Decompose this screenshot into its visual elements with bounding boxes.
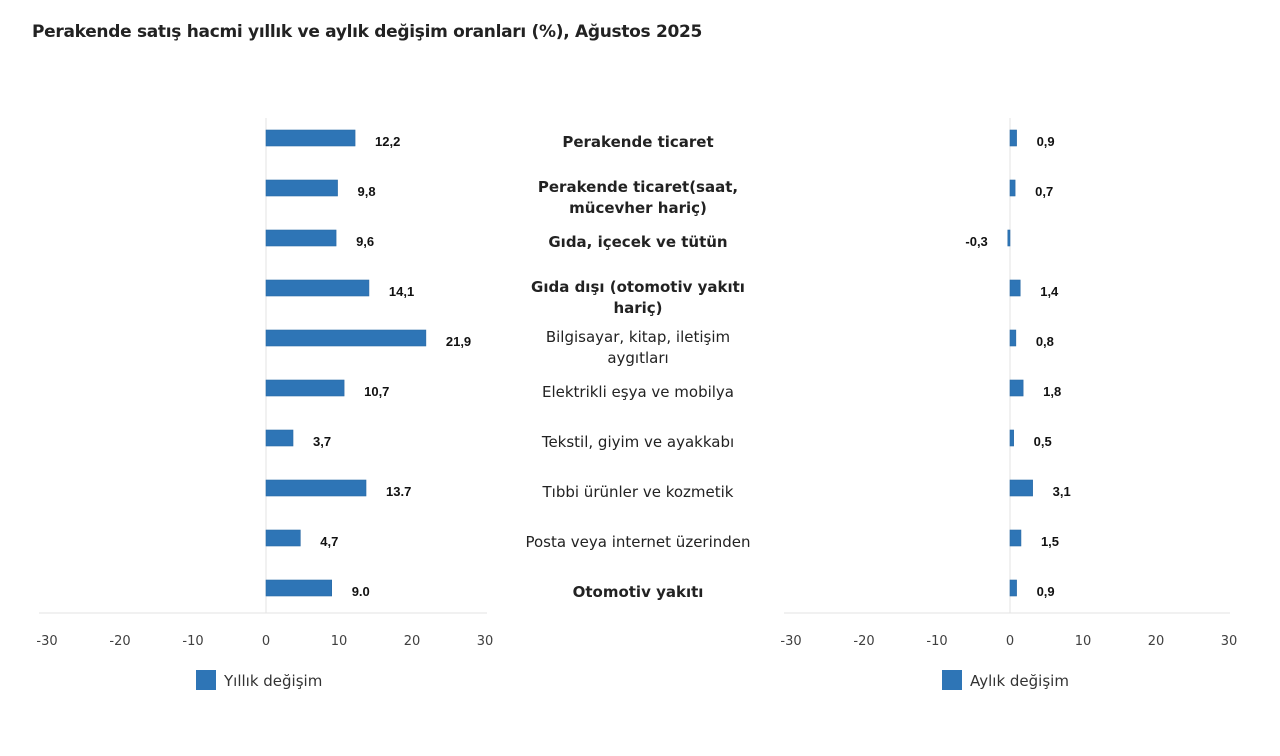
x-tick-label: 0: [1006, 634, 1014, 649]
category-label-line: Gıda dışı (otomotiv yakıtı: [531, 278, 745, 296]
category-label: Gıda, içecek ve tütün: [548, 233, 727, 251]
monthly-bar: [1009, 479, 1033, 497]
monthly-bar: [1009, 129, 1017, 147]
monthly-value-label: 1,8: [1043, 384, 1061, 399]
annual-change-panel: -30 -20 -10 0 10 20 30 12,2 9,8 9,6 14,1 21,9 10,7 3,…: [36, 118, 493, 690]
annual-bar: [265, 579, 332, 597]
annual-bar: [265, 129, 356, 147]
category-label: Tekstil, giyim ve ayakkabı: [541, 433, 734, 451]
category-label-line: Bilgisayar, kitap, iletişim: [546, 328, 730, 346]
legend-swatch: [196, 670, 216, 690]
x-tick-label: -10: [182, 634, 203, 649]
category-label-line: Tıbbi ürünler ve kozmetik: [542, 483, 734, 501]
category-label-line: mücevher hariç): [569, 199, 707, 217]
chart-title: Perakende satış hacmi yıllık ve aylık de…: [32, 22, 703, 42]
annual-value-label: 14,1: [389, 284, 414, 299]
x-tick-label: 30: [1221, 634, 1238, 649]
x-tick-label: -30: [780, 634, 801, 649]
monthly-bar: [1009, 529, 1022, 547]
annual-bar: [265, 229, 337, 247]
x-tick-label: -20: [109, 634, 130, 649]
category-label-line: Tekstil, giyim ve ayakkabı: [541, 433, 734, 451]
x-tick-label: 10: [1075, 634, 1092, 649]
annual-bar: [265, 329, 427, 347]
annual-value-label: 13.7: [386, 484, 411, 499]
category-label-line: Perakende ticaret(saat,: [538, 178, 738, 196]
category-label-line: Elektrikli eşya ve mobilya: [542, 383, 734, 401]
x-tick-label: 10: [331, 634, 348, 649]
annual-bar: [265, 479, 367, 497]
category-label: Perakende ticaret(saat, mücevher hariç): [538, 178, 738, 217]
category-label-line: Gıda, içecek ve tütün: [548, 233, 727, 251]
x-tick-label: 30: [477, 634, 494, 649]
monthly-value-label: 0,8: [1036, 334, 1054, 349]
category-label-line: Otomotiv yakıtı: [573, 583, 704, 601]
category-label: Elektrikli eşya ve mobilya: [542, 383, 734, 401]
monthly-value-label: 1,5: [1041, 534, 1059, 549]
annual-bar: [265, 529, 301, 547]
category-label: Otomotiv yakıtı: [573, 583, 704, 601]
annual-bar: [265, 179, 338, 197]
annual-value-label: 21,9: [446, 334, 471, 349]
x-tick-label: 20: [1148, 634, 1165, 649]
annual-value-label: 9,6: [356, 234, 374, 249]
annual-value-label: 9,8: [358, 184, 376, 199]
category-label-line: Posta veya internet üzerinden: [525, 533, 750, 551]
legend-label: Yıllık değişim: [223, 672, 322, 690]
annual-bar: [265, 279, 370, 297]
x-tick-label: 0: [262, 634, 270, 649]
monthly-value-label: -0,3: [965, 234, 987, 249]
monthly-bar: [1009, 429, 1014, 447]
monthly-bar: [1007, 229, 1011, 247]
monthly-bar: [1009, 179, 1016, 197]
monthly-value-label: 3,1: [1053, 484, 1071, 499]
x-tick-label: -20: [853, 634, 874, 649]
annual-bar: [265, 379, 345, 397]
legend-swatch: [942, 670, 962, 690]
category-label-line: Perakende ticaret: [562, 133, 713, 151]
monthly-value-label: 0,9: [1037, 134, 1055, 149]
monthly-bar: [1009, 279, 1021, 297]
category-label-line: hariç): [613, 299, 662, 317]
monthly-value-label: 0,5: [1034, 434, 1052, 449]
annual-value-label: 12,2: [375, 134, 400, 149]
category-label: Posta veya internet üzerinden: [525, 533, 750, 551]
monthly-value-label: 0,7: [1035, 184, 1053, 199]
x-tick-label: 20: [404, 634, 421, 649]
category-label: Bilgisayar, kitap, iletişim aygıtları: [546, 328, 730, 367]
annual-value-label: 9.0: [352, 584, 370, 599]
monthly-bar: [1009, 379, 1024, 397]
monthly-bar: [1009, 579, 1017, 597]
monthly-value-label: 1,4: [1040, 284, 1059, 299]
annual-value-label: 4,7: [320, 534, 338, 549]
x-tick-label: -10: [926, 634, 947, 649]
category-label: Perakende ticaret: [562, 133, 713, 151]
category-labels: Perakende ticaret Perakende ticaret(saat,…: [525, 133, 750, 601]
legend-label: Aylık değişim: [970, 672, 1069, 690]
monthly-value-label: 0,9: [1037, 584, 1055, 599]
annual-value-label: 10,7: [364, 384, 389, 399]
x-tick-label: -30: [36, 634, 57, 649]
annual-value-label: 3,7: [313, 434, 331, 449]
monthly-bar: [1009, 329, 1017, 347]
category-label: Gıda dışı (otomotiv yakıtı hariç): [531, 278, 745, 317]
monthly-change-panel: -30 -20 -10 0 10 20 30 0,9 0,7 -0,3 1,4 0,8 1,8 0,5 3,…: [780, 118, 1237, 690]
category-label: Tıbbi ürünler ve kozmetik: [542, 483, 734, 501]
annual-bar: [265, 429, 294, 447]
category-label-line: aygıtları: [607, 349, 668, 367]
